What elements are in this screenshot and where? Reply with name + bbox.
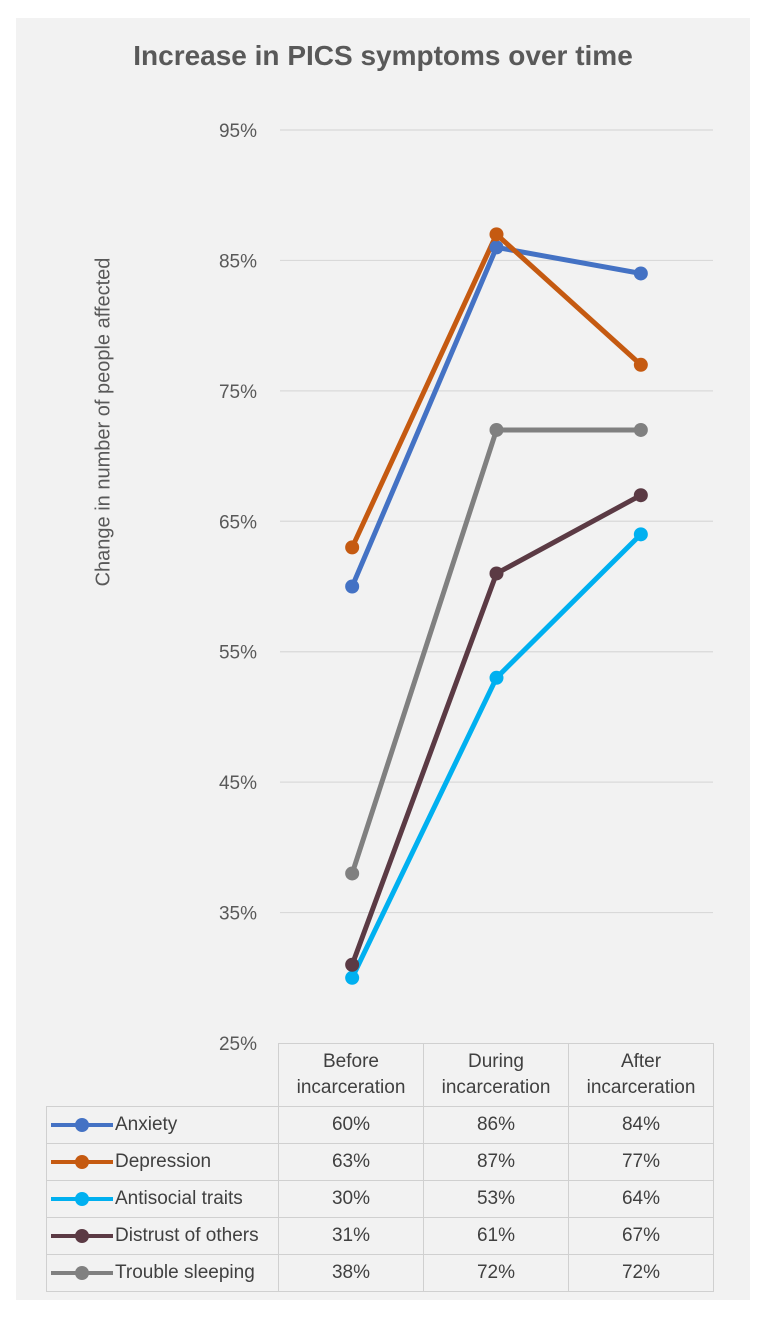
table-cell: 38% [278, 1254, 424, 1292]
category-label: After [620, 1051, 662, 1072]
table-row: Depression 63% 87% 77% [46, 1143, 714, 1181]
data-point [345, 970, 360, 985]
y-tick-label: 75% [219, 382, 257, 403]
data-point [633, 488, 648, 503]
data-point [633, 527, 648, 542]
table-cell: 72% [568, 1254, 714, 1292]
series-name: Trouble sleeping [115, 1262, 255, 1283]
legend-key [51, 1191, 113, 1206]
y-tick-label: 35% [219, 904, 257, 925]
legend-entry: Antisocial traits [46, 1180, 279, 1218]
data-point [345, 540, 360, 555]
category-label: incarceration [441, 1077, 551, 1098]
category-label: During [468, 1051, 524, 1072]
grid-lines [280, 129, 713, 914]
series-name: Depression [115, 1151, 212, 1172]
legend-key [51, 1117, 113, 1132]
table-row: Distrust of others 31% 61% 67% [46, 1217, 714, 1255]
series-points [345, 227, 648, 985]
data-point [489, 240, 504, 255]
data-point [345, 957, 360, 972]
legend-key [51, 1154, 113, 1169]
table-body: Anxiety 60% 86% 84% Depression 63% 87% 77% Antis… [46, 1106, 714, 1292]
table-row: Trouble sleeping 38% 72% 72% [46, 1254, 714, 1292]
table-row: Anxiety 60% 86% 84% [46, 1106, 714, 1144]
y-tick-label: 55% [219, 643, 257, 664]
data-point [489, 227, 504, 242]
category-header: After incarceration [568, 1043, 714, 1107]
data-point [489, 566, 504, 581]
table-corner [46, 1043, 279, 1107]
data-point [489, 670, 504, 685]
table-cell: 87% [423, 1143, 569, 1181]
series-lines [349, 231, 644, 981]
legend-entry: Trouble sleeping [46, 1254, 279, 1292]
data-point [633, 266, 648, 281]
category-header-row: Before incarceration During incarceration Af… [46, 1043, 714, 1107]
category-header: During incarceration [423, 1043, 569, 1107]
table-cell: 53% [423, 1180, 569, 1218]
data-point [489, 422, 504, 437]
y-tick-label: 95% [219, 121, 257, 142]
y-tick-labels: 25%35%45%55%65%75%85%95% [219, 121, 257, 1055]
table-cell: 67% [568, 1217, 714, 1255]
data-point [345, 579, 360, 594]
series-name: Distrust of others [115, 1225, 259, 1246]
legend-key [51, 1228, 113, 1243]
y-tick-label: 65% [219, 512, 257, 533]
category-label: Before [323, 1051, 379, 1072]
legend-entry: Distrust of others [46, 1217, 279, 1255]
data-table: Before incarceration During incarceration Af… [46, 1043, 714, 1292]
table-cell: 31% [278, 1217, 424, 1255]
legend-entry: Depression [46, 1143, 279, 1181]
table-cell: 72% [423, 1254, 569, 1292]
table-cell: 30% [278, 1180, 424, 1218]
table-cell: 64% [568, 1180, 714, 1218]
series-line-3 [349, 492, 644, 968]
chart-title: Increase in PICS symptoms over time [133, 40, 633, 71]
table-row: Antisocial traits 30% 53% 64% [46, 1180, 714, 1218]
category-label: incarceration [296, 1077, 406, 1098]
y-tick-label: 45% [219, 773, 257, 794]
series-name: Anxiety [115, 1114, 178, 1135]
data-point [633, 357, 648, 372]
legend-key [51, 1265, 113, 1280]
legend-entry: Anxiety [46, 1106, 279, 1144]
series-line-0 [349, 244, 644, 589]
table-cell: 63% [278, 1143, 424, 1181]
category-label: incarceration [586, 1077, 696, 1098]
series-line-2 [349, 531, 644, 981]
y-tick-label: 85% [219, 251, 257, 272]
data-point [345, 866, 360, 881]
table-cell: 77% [568, 1143, 714, 1181]
table-cell: 84% [568, 1106, 714, 1144]
table-cell: 60% [278, 1106, 424, 1144]
table-cell: 61% [423, 1217, 569, 1255]
table-cell: 86% [423, 1106, 569, 1144]
category-header: Before incarceration [278, 1043, 424, 1107]
data-point [633, 422, 648, 437]
series-name: Antisocial traits [115, 1188, 243, 1209]
